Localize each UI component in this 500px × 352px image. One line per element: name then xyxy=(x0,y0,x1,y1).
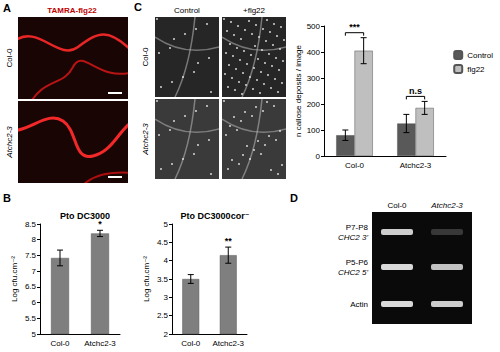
svg-text:5.5: 5.5 xyxy=(25,314,37,323)
svg-text:500: 500 xyxy=(307,22,321,31)
svg-text:A: A xyxy=(3,2,11,14)
svg-text:Col-0: Col-0 xyxy=(50,339,70,348)
svg-text:5: 5 xyxy=(32,330,37,339)
svg-text:D: D xyxy=(290,192,298,204)
svg-text:C: C xyxy=(134,1,142,13)
svg-text:**: ** xyxy=(225,236,233,246)
svg-text:0: 0 xyxy=(316,152,321,161)
svg-text:TAMRA-flg22: TAMRA-flg22 xyxy=(47,6,97,15)
svg-text:Atchc2-3: Atchc2-3 xyxy=(5,126,14,159)
svg-text:Atchc2-3: Atchc2-3 xyxy=(430,201,463,210)
svg-text:CHC2 5': CHC2 5' xyxy=(338,268,368,277)
svg-text:7: 7 xyxy=(32,267,37,276)
svg-text:Atchc2-3: Atchc2-3 xyxy=(141,123,150,156)
svg-text:Atchc2-3: Atchc2-3 xyxy=(84,339,116,348)
svg-text:2.5: 2.5 xyxy=(157,311,169,320)
svg-text:Col-0: Col-0 xyxy=(141,47,150,67)
svg-text:8.5: 8.5 xyxy=(25,220,37,229)
svg-text:6.5: 6.5 xyxy=(25,282,37,291)
svg-text:Col-0: Col-0 xyxy=(5,48,14,68)
svg-text:CHC2 3': CHC2 3' xyxy=(338,233,368,242)
svg-text:n callose deposits / image: n callose deposits / image xyxy=(294,44,303,137)
svg-text:5: 5 xyxy=(164,220,169,229)
svg-text:Control: Control xyxy=(467,51,493,60)
svg-text:4: 4 xyxy=(164,256,169,265)
svg-text:Control: Control xyxy=(174,6,200,15)
svg-text:Log cfu.cm⁻²: Log cfu.cm⁻² xyxy=(142,256,151,302)
svg-text:4.5: 4.5 xyxy=(157,238,169,247)
svg-text:7.5: 7.5 xyxy=(25,251,37,260)
svg-text:Col-0: Col-0 xyxy=(345,161,365,170)
svg-text:Actin: Actin xyxy=(350,300,368,309)
svg-text:Pto DC3000cor⁻: Pto DC3000cor⁻ xyxy=(181,211,250,221)
svg-text:Log cfu.cm⁻²: Log cfu.cm⁻² xyxy=(10,256,19,302)
svg-text:***: *** xyxy=(349,22,360,32)
svg-text:3.5: 3.5 xyxy=(157,275,169,284)
svg-text:8: 8 xyxy=(32,235,37,244)
svg-text:flg22: flg22 xyxy=(467,65,485,74)
svg-text:6: 6 xyxy=(32,298,37,307)
svg-text:n.s: n.s xyxy=(409,86,422,96)
svg-text:100: 100 xyxy=(307,126,321,135)
svg-text:Pto DC3000: Pto DC3000 xyxy=(60,211,110,221)
svg-text:2: 2 xyxy=(164,330,169,339)
svg-text:300: 300 xyxy=(307,74,321,83)
svg-text:Atchc2-3: Atchc2-3 xyxy=(400,161,432,170)
svg-text:400: 400 xyxy=(307,48,321,57)
svg-text:P7-P8: P7-P8 xyxy=(346,223,369,232)
svg-text:Col-0: Col-0 xyxy=(387,201,407,210)
svg-text:P5-P6: P5-P6 xyxy=(346,258,369,267)
svg-text:+flg22: +flg22 xyxy=(243,6,266,15)
svg-text:3: 3 xyxy=(164,293,169,302)
svg-text:200: 200 xyxy=(307,100,321,109)
svg-text:Col-0: Col-0 xyxy=(181,339,201,348)
svg-text:B: B xyxy=(3,192,11,204)
svg-text:Atchc2-3: Atchc2-3 xyxy=(212,339,244,348)
